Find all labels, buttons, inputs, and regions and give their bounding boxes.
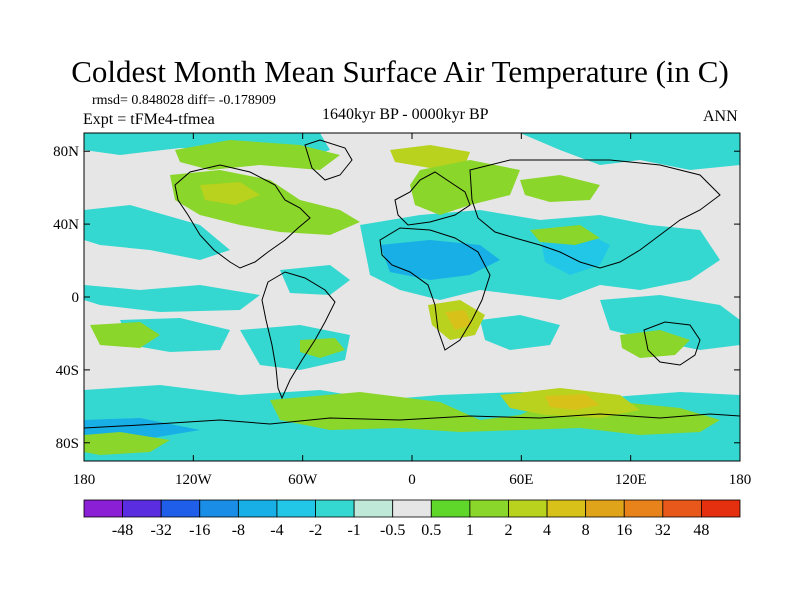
colorbar-swatch xyxy=(662,499,702,518)
colorbar: -48 -32 -16 -8 -4 -2 -1 -0.5 0.5 1 2 4 8 16 32 48 xyxy=(83,499,741,539)
lon-tick-label: 180 xyxy=(73,472,96,488)
colorbar-swatch xyxy=(546,499,587,518)
colorbar-label: 8 xyxy=(582,522,590,539)
colorbar-swatch xyxy=(430,499,471,518)
colorbar-label: 16 xyxy=(616,522,632,539)
colorbar-label: 2 xyxy=(504,522,512,539)
colorbar-swatch xyxy=(237,499,278,518)
colorbar-label: 4 xyxy=(543,522,551,539)
lon-tick-label: 120E xyxy=(615,472,647,488)
colorbar-swatch xyxy=(315,499,355,518)
colorbar-swatch xyxy=(276,499,316,518)
colorbar-swatch xyxy=(199,499,239,518)
colorbar-label: -48 xyxy=(112,522,133,539)
colorbar-label: -4 xyxy=(270,522,283,539)
coastlines xyxy=(84,139,740,429)
colorbar-swatch xyxy=(508,499,548,518)
colorbar-label: 48 xyxy=(693,522,709,539)
lat-tick-label: 80S xyxy=(56,436,79,452)
period-label: 1640kyr BP - 0000kyr BP xyxy=(322,106,489,123)
warm-patches xyxy=(84,140,720,455)
colorbar-swatch xyxy=(160,499,201,518)
map-field xyxy=(84,133,740,461)
colorbar-label: -16 xyxy=(189,522,210,539)
colorbar-label: 1 xyxy=(466,522,474,539)
africa-coast xyxy=(379,227,491,351)
south-america-coast xyxy=(261,271,336,400)
colorbar-label: 32 xyxy=(655,522,671,539)
lon-tick-label: 180 xyxy=(729,472,752,488)
colorbar-swatch xyxy=(392,499,432,518)
antarctica-coast xyxy=(84,413,740,429)
colorbar-swatch xyxy=(122,499,162,518)
stats-readout: rmsd= 0.848028 diff= -0.178909 xyxy=(92,93,276,108)
colorbar-swatch xyxy=(701,499,741,518)
australia-coast xyxy=(643,321,701,366)
colorbar-label: -0.5 xyxy=(380,522,405,539)
lon-tick-label: 0 xyxy=(408,472,416,488)
colorbar-swatch xyxy=(585,499,625,518)
colorbar-swatch xyxy=(353,499,394,518)
colorbar-label: -32 xyxy=(151,522,172,539)
lat-tick-label: 40S xyxy=(56,363,79,379)
lat-tick-label: 40N xyxy=(53,217,79,233)
lon-tick-label: 60W xyxy=(288,472,318,488)
season-label: ANN xyxy=(703,108,738,125)
colorbar-swatch xyxy=(83,499,123,518)
chart-title: Coldest Month Mean Surface Air Temperatu… xyxy=(71,54,729,89)
colorbar-swatch xyxy=(469,499,509,518)
greenland-coast xyxy=(304,139,353,181)
lon-tick-label: 60E xyxy=(509,472,533,488)
colorbar-label: -8 xyxy=(232,522,245,539)
europe-coast xyxy=(394,171,471,226)
lat-tick-label: 80N xyxy=(53,144,79,160)
asia-coast xyxy=(469,159,721,269)
axis-ticks: 80N 40N 0 40S 80S 180 120W 60W 0 60E 120E 180 xyxy=(53,133,751,488)
colorbar-label: -1 xyxy=(347,522,360,539)
colorbar-label: 0.5 xyxy=(421,522,441,539)
colorbar-label: -2 xyxy=(309,522,322,539)
experiment-label: Expt = tFMe4-tfmea xyxy=(83,111,215,128)
lat-tick-label: 0 xyxy=(72,290,80,306)
colorbar-swatch xyxy=(623,499,664,518)
lon-tick-label: 120W xyxy=(175,472,213,488)
north-america-coast xyxy=(174,164,311,269)
